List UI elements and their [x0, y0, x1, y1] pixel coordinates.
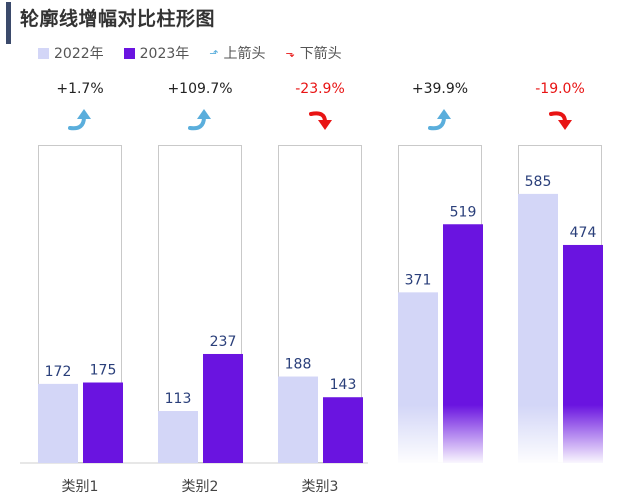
legend-item-down-arrow: ⬎ 下箭头: [285, 43, 341, 63]
value-label-2023-1: 175: [90, 363, 117, 379]
value-label-2022-1: 172: [45, 364, 72, 380]
outline-frame-1: [38, 145, 122, 463]
bar-2022-2: [158, 411, 198, 463]
bar-2023-3: [323, 397, 363, 463]
bar-2023-1: [83, 382, 123, 463]
fade-overlay-4: [396, 405, 484, 465]
legend-swatch-2022: [38, 47, 49, 59]
value-label-2023-4: 519: [450, 204, 477, 220]
change-percent-3: -23.9%: [295, 81, 345, 97]
up-arrow-icon-1: [68, 115, 86, 131]
up-arrow-head-2: [197, 109, 211, 119]
title-accent-bar: [6, 2, 11, 44]
down-arrow-head-3: [318, 120, 332, 130]
legend-label-down-arrow: 下箭头: [299, 46, 342, 62]
down-arrow-head-5: [558, 120, 572, 130]
category-label-3: 类别3: [302, 479, 339, 495]
bar-2022-1: [38, 383, 78, 463]
bar-2023-2: [203, 353, 243, 463]
change-percent-5: -19.0%: [535, 81, 585, 97]
value-label-2022-5: 585: [525, 174, 552, 190]
up-arrow-icon: ⬏: [209, 46, 219, 60]
change-percent-4: +39.9%: [412, 81, 468, 97]
legend-swatch-2023: [123, 47, 135, 59]
change-percent-2: +109.7%: [167, 81, 232, 97]
change-percent-1: +1.7%: [56, 81, 103, 97]
outline-frame-2: [158, 145, 242, 463]
value-label-2022-3: 188: [285, 357, 312, 373]
outline-frame-3: [278, 145, 362, 463]
value-label-2022-4: 371: [405, 272, 432, 288]
down-arrow-icon: ⬎: [285, 46, 295, 60]
category-label-1: 类别1: [62, 479, 99, 495]
value-label-2023-3: 143: [330, 377, 357, 393]
up-arrow-icon-4: [428, 115, 446, 131]
up-arrow-head-4: [437, 109, 451, 119]
legend: 2022年 2023年 ⬏ 上箭头 ⬎ 下箭头: [38, 42, 362, 64]
value-label-2022-2: 113: [165, 391, 192, 407]
up-arrow-icon-2: [188, 115, 206, 131]
legend-item-2023: 2023年: [123, 43, 190, 63]
legend-item-up-arrow: ⬏ 上箭头: [209, 43, 265, 63]
legend-label-2023: 2023年: [139, 46, 190, 62]
chart-title: 轮廓线增幅对比柱形图: [20, 8, 216, 30]
value-label-2023-5: 474: [570, 225, 597, 241]
value-label-2023-2: 237: [210, 334, 237, 350]
fade-overlay-5: [516, 405, 604, 465]
category-label-2: 类别2: [182, 479, 219, 495]
legend-label-2022: 2022年: [54, 46, 104, 62]
legend-item-2022: 2022年: [38, 43, 104, 63]
bar-2022-3: [278, 376, 318, 463]
up-arrow-head-1: [77, 109, 91, 119]
legend-label-up-arrow: 上箭头: [223, 46, 266, 62]
